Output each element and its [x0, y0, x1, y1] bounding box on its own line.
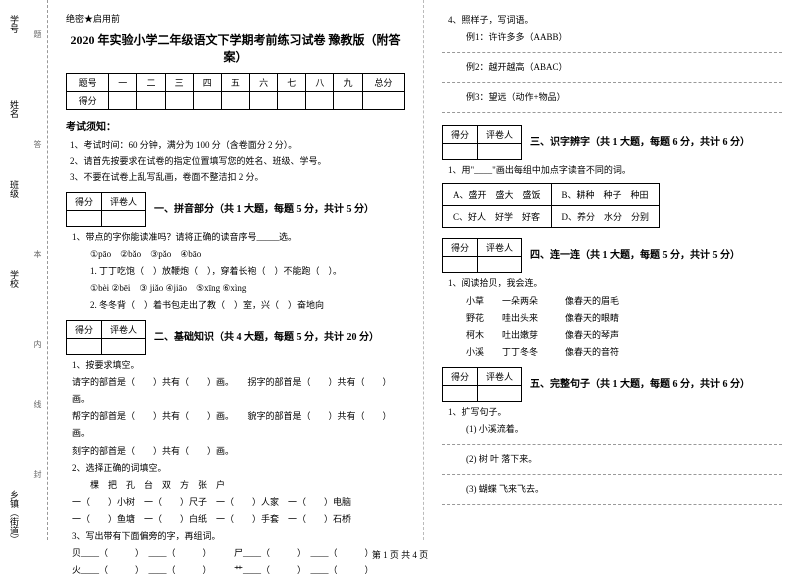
seal-b: 答	[32, 140, 43, 148]
s2-q2a: 一（ ）小树 一（ ）尺子 一（ ）人家 一（ ）电脑	[72, 494, 405, 511]
th-1: 一	[109, 74, 137, 92]
section-3-title: 三、识字辨字（共 1 大题，每题 6 分，共计 6 分）	[530, 133, 750, 148]
choice-a: A、盛开 盛大 盛饭	[443, 184, 552, 206]
blank-2	[442, 82, 782, 83]
th-8: 八	[306, 74, 334, 92]
mini-table-2: 得分评卷人	[66, 320, 146, 355]
binding-margin: 学号 姓名 班级 学校 乡镇（街道） 题 答 本 内 线 封	[0, 0, 48, 540]
s1-opts1: ①pāo ②bǎo ③pǎo ④bāo	[90, 246, 405, 263]
seal-e: 线	[32, 400, 43, 408]
section-1-title: 一、拼音部分（共 1 大题，每题 5 分，共计 5 分）	[154, 200, 374, 215]
th-5: 五	[221, 74, 249, 92]
notice-2: 2、请首先按要求在试卷的指定位置填写您的姓名、班级、学号。	[70, 153, 405, 169]
notice-1: 1、考试时间：60 分钟，满分为 100 分（含卷面分 2 分）。	[70, 137, 405, 153]
seal-d: 内	[32, 340, 43, 348]
choice-c: C、好人 好学 好客	[443, 206, 552, 228]
s2-q2: 2、选择正确的词填空。	[72, 460, 405, 477]
blank-1	[442, 52, 782, 53]
s3-q1: 1、用"____"画出每组中加点字读音不同的词。	[448, 162, 782, 179]
page-footer: 第 1 页 共 4 页	[0, 548, 800, 561]
s1-q1a: 1. 丁丁吃饱（ ）放鞭炮（ ），穿着长袍（ ）不能跑（ ）。	[90, 263, 405, 280]
s4-r1: 野花 哇出头来 像春天的眼睛	[466, 310, 782, 327]
margin-label-4: 学校	[8, 270, 21, 288]
section-5-title: 五、完整句子（共 1 大题，每题 6 分，共计 6 分）	[530, 375, 750, 390]
score-table: 题号 一 二 三 四 五 六 七 八 九 总分 得分	[66, 73, 405, 110]
s1-q1b: 2. 冬冬背（ ）着书包走出了教（ ）室，兴（ ）奋地向	[90, 297, 405, 314]
r-ex3: 例3：望远（动作+物品）	[466, 89, 782, 106]
s1-opts2: ①bèi ②bēi ③ jiǎo ④jiāo ⑤xīng ⑥xìng	[90, 280, 405, 297]
notice-head: 考试须知：	[66, 118, 405, 133]
th-6: 六	[250, 74, 278, 92]
s4-r3: 小溪 丁丁冬冬 像春天的音符	[466, 344, 782, 361]
s5-a: (1) 小溪流着。	[466, 421, 782, 438]
notice-block: 1、考试时间：60 分钟，满分为 100 分（含卷面分 2 分）。 2、请首先按…	[66, 137, 405, 186]
margin-label-6: 乡镇（街道）	[8, 490, 21, 540]
left-column: 绝密★启用前 2020 年实验小学二年级语文下学期考前练习试卷 豫教版（附答案）…	[48, 0, 424, 540]
mini-table-3: 得分评卷人	[442, 125, 522, 160]
margin-label-1: 学号	[8, 15, 21, 33]
choice-b: B、耕种 种子 种田	[551, 184, 660, 206]
exam-title: 2020 年实验小学二年级语文下学期考前练习试卷 豫教版（附答案）	[66, 31, 405, 65]
mini-table-1: 得分评卷人	[66, 192, 146, 227]
s4-r2: 柯木 吐出嫩芽 像春天的琴声	[466, 327, 782, 344]
s1-q1: 1、带点的字你能读准吗？请将正确的读音序号_____选。	[72, 229, 405, 246]
margin-label-3: 班级	[8, 180, 21, 198]
r-q4: 4、照样子，写词语。	[448, 12, 782, 29]
blank-s5-3	[442, 504, 782, 505]
s2-q1c: 刻字的部首是（ ）共有（ ）画。	[72, 443, 405, 460]
s2-q1a: 请字的部首是（ ）共有（ ）画。 拐字的部首是（ ）共有（ ）画。	[72, 374, 405, 408]
s2-q2b: 一（ ）鱼塘 一（ ）白纸 一（ ）手套 一（ ）石桥	[72, 511, 405, 528]
th-9: 九	[334, 74, 362, 92]
seal-a: 题	[32, 30, 43, 38]
margin-label-2: 姓名	[8, 100, 21, 118]
notice-3: 3、不要在试卷上乱写乱画，卷面不整洁扣 2 分。	[70, 169, 405, 185]
s2-q1b: 帮字的部首是（ ）共有（ ）画。 貌字的部首是（ ）共有（ ）画。	[72, 408, 405, 442]
th-7: 七	[278, 74, 306, 92]
choice-table: A、盛开 盛大 盛饭 B、耕种 种子 种田 C、好人 好学 好客 D、养分 水分…	[442, 183, 660, 228]
blank-s5-1	[442, 444, 782, 445]
section-4-title: 四、连一连（共 1 大题，每题 5 分，共计 5 分）	[530, 246, 740, 261]
right-column: 4、照样子，写词语。 例1：许许多多（AABB） 例2：越开越高（ABAC） 例…	[424, 0, 800, 540]
s2-mw: 棵 把 孔 台 双 方 张 户	[90, 477, 405, 494]
th-4: 四	[193, 74, 221, 92]
s5-q1: 1、扩写句子。	[448, 404, 782, 421]
blank-s5-2	[442, 474, 782, 475]
mini-table-4: 得分评卷人	[442, 238, 522, 273]
secret-label: 绝密★启用前	[66, 12, 405, 25]
th-2: 二	[137, 74, 165, 92]
s2-q1: 1、按要求填空。	[72, 357, 405, 374]
seal-f: 封	[32, 470, 43, 478]
s5-c: (3) 蝴蝶 飞来飞去。	[466, 481, 782, 498]
mini-table-5: 得分评卷人	[442, 367, 522, 402]
choice-d: D、养分 水分 分别	[551, 206, 660, 228]
s2-q3: 3、写出带有下面偏旁的字，再组词。	[72, 528, 405, 545]
th-10: 总分	[362, 74, 404, 92]
seal-c: 本	[32, 250, 43, 258]
th-0: 题号	[67, 74, 109, 92]
blank-3	[442, 112, 782, 113]
row2-label: 得分	[67, 92, 109, 110]
section-2-title: 二、基础知识（共 4 大题，每题 5 分，共计 20 分）	[154, 328, 379, 343]
s4-r0: 小草 一朵两朵 像春天的眉毛	[466, 293, 782, 310]
r-ex2: 例2：越开越高（ABAC）	[466, 59, 782, 76]
s5-b: (2) 树 叶 落下来。	[466, 451, 782, 468]
r-ex1: 例1：许许多多（AABB）	[466, 29, 782, 46]
s4-q1: 1、阅读拾贝，我会连。	[448, 275, 782, 292]
th-3: 三	[165, 74, 193, 92]
